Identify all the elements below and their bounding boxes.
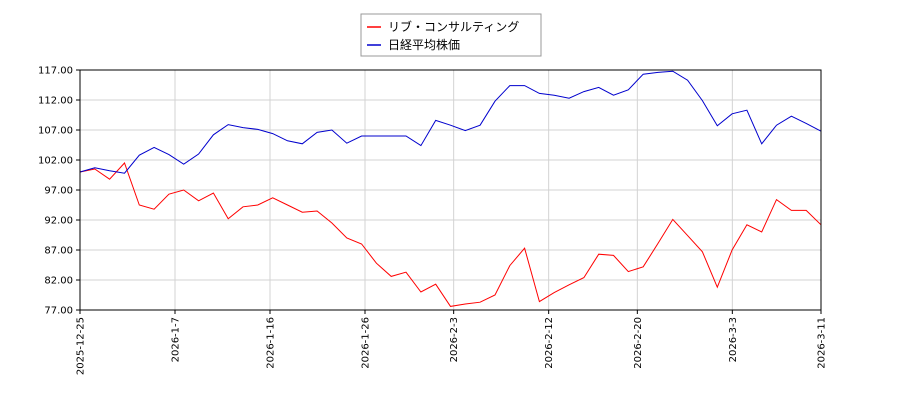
x-tick-label: 2025-12-25 [76, 317, 87, 375]
legend-label-series-0: リブ・コンサルティング [388, 19, 519, 34]
y-tick-label: 92.00 [44, 216, 73, 227]
legend: リブ・コンサルティング 日経平均株価 [360, 13, 542, 57]
y-tick-label: 82.00 [44, 276, 73, 287]
y-tick-label: 117.00 [38, 66, 73, 77]
y-tick-label: 87.00 [44, 246, 73, 257]
grid [79, 69, 822, 311]
x-tick-label: 2026-2-12 [544, 317, 555, 369]
y-tick-label: 97.00 [44, 186, 73, 197]
series-line-0 [79, 162, 822, 307]
x-tick-label: 2026-1-16 [266, 317, 277, 369]
x-tick-label: 2026-1-26 [361, 317, 372, 369]
series-line-1 [79, 70, 822, 174]
legend-label-series-1: 日経平均株価 [388, 37, 460, 52]
x-tick-label: 2026-2-20 [633, 317, 644, 369]
y-tick-label: 107.00 [38, 126, 73, 137]
legend-box [360, 13, 542, 57]
series-layer [79, 70, 822, 307]
x-tick-label: 2026-3-3 [728, 317, 739, 362]
x-tick-label: 2026-1-7 [171, 317, 182, 362]
x-tick-label: 2026-2-3 [449, 317, 460, 362]
y-tick-label: 77.00 [44, 306, 73, 317]
x-tick-label: 2026-3-11 [817, 317, 828, 369]
y-tick-label: 102.00 [38, 156, 73, 167]
axes: 77.00 82.00 87.00 92.00 97.00 102.00 107.00 112… [38, 66, 828, 376]
y-tick-label: 112.00 [38, 96, 73, 107]
